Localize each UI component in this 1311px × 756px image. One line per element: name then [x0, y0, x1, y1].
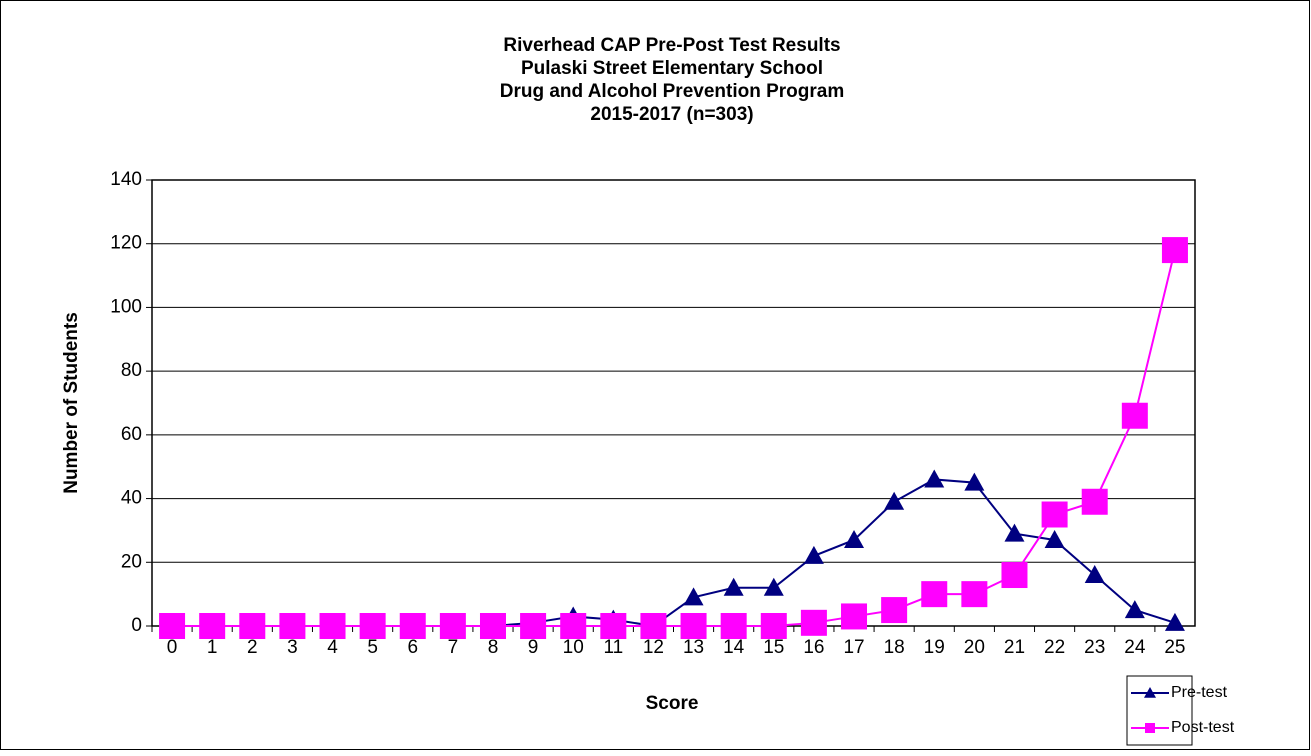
x-tick-label: 21 [1004, 637, 1025, 658]
data-point [881, 597, 908, 624]
data-point [640, 613, 667, 639]
x-tick-label: 10 [563, 637, 584, 658]
data-point [439, 613, 466, 639]
data-point [520, 613, 547, 639]
data-point [760, 613, 787, 639]
x-tick-label: 1 [207, 637, 218, 658]
x-tick-label: 17 [843, 637, 864, 658]
legend-marker [1145, 723, 1155, 733]
x-axis-label: Score [646, 693, 699, 714]
x-tick-label: 2 [247, 637, 258, 658]
data-point [600, 613, 627, 639]
data-point [1001, 562, 1028, 589]
legend-box [1126, 675, 1193, 746]
data-point [159, 613, 186, 639]
x-tick-label: 24 [1124, 637, 1146, 658]
data-point [1124, 600, 1145, 619]
legend-label: Post-test [1171, 719, 1235, 736]
data-point [680, 613, 707, 639]
x-tick-label: 18 [884, 637, 905, 658]
data-point [1041, 501, 1068, 528]
data-point [239, 613, 266, 639]
data-point [763, 577, 784, 596]
title-line: 2015-2017 (n=303) [590, 104, 753, 125]
y-tick-label: 80 [121, 360, 142, 381]
x-tick-label: 12 [643, 637, 664, 658]
data-point [683, 587, 704, 606]
x-tick-label: 19 [924, 637, 945, 658]
data-point [921, 581, 948, 608]
data-point [399, 613, 426, 639]
data-point [800, 609, 827, 636]
x-tick-label: 15 [763, 637, 784, 658]
data-point [964, 472, 985, 491]
y-tick-label: 20 [121, 551, 142, 572]
data-point [1121, 402, 1148, 429]
data-point [1004, 523, 1025, 542]
y-tick-label: 100 [110, 296, 142, 317]
x-tick-label: 16 [803, 637, 824, 658]
x-tick-label: 4 [327, 637, 338, 658]
data-point [1084, 565, 1105, 584]
x-tick-label: 8 [488, 637, 499, 658]
x-tick-label: 6 [407, 637, 418, 658]
x-tick-label: 3 [287, 637, 298, 658]
data-point [359, 613, 386, 639]
x-tick-label: 14 [723, 637, 745, 658]
data-point [560, 613, 587, 639]
x-tick-label: 0 [167, 637, 178, 658]
data-point [319, 613, 346, 639]
x-tick-label: 22 [1044, 637, 1065, 658]
data-point [279, 613, 306, 639]
data-point [479, 613, 506, 639]
x-tick-label: 9 [528, 637, 539, 658]
x-tick-label: 13 [683, 637, 704, 658]
data-point [720, 613, 747, 639]
x-tick-label: 20 [964, 637, 985, 658]
y-tick-label: 40 [121, 488, 142, 509]
title-line: Drug and Alcohol Prevention Program [500, 81, 845, 102]
x-tick-label: 11 [603, 637, 623, 658]
chart-title: Riverhead CAP Pre-Post Test ResultsPulas… [500, 35, 845, 125]
data-point [803, 545, 824, 564]
data-point [841, 603, 868, 630]
title-line: Pulaski Street Elementary School [521, 58, 823, 79]
y-tick-label: 0 [131, 615, 142, 636]
data-point [1161, 237, 1188, 264]
data-point [1164, 612, 1185, 631]
title-line: Riverhead CAP Pre-Post Test Results [503, 35, 840, 56]
data-point [723, 577, 744, 596]
data-point [199, 613, 226, 639]
plot-area [151, 179, 1196, 627]
x-tick-label: 5 [367, 637, 378, 658]
data-point [924, 469, 945, 488]
data-point [961, 581, 988, 608]
y-tick-label: 60 [121, 424, 142, 445]
x-tick-label: 7 [448, 637, 459, 658]
y-tick-label: 120 [110, 233, 142, 254]
data-point [1044, 529, 1065, 548]
x-tick-label: 25 [1164, 637, 1185, 658]
x-tick-label: 23 [1084, 637, 1105, 658]
data-point [844, 529, 865, 548]
data-point [1081, 488, 1108, 515]
y-axis-label: Number of Students [61, 312, 82, 494]
legend-marker [1144, 687, 1156, 698]
y-tick-label: 140 [110, 169, 142, 190]
legend-label: Pre-test [1171, 684, 1228, 701]
data-point [884, 491, 905, 510]
